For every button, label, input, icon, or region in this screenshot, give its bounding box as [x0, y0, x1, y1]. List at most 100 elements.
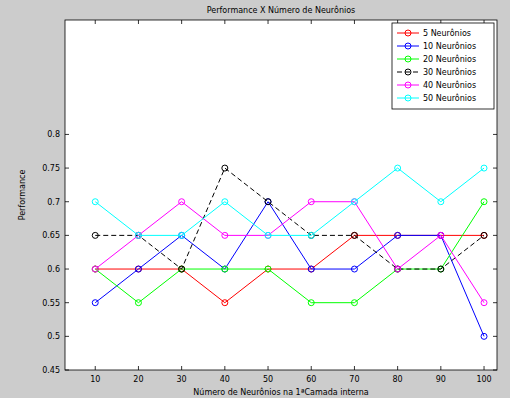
point-marker: [222, 165, 228, 171]
y-tick: [493, 235, 497, 236]
x-tick: [268, 20, 269, 24]
point-marker: [351, 266, 357, 272]
x-tick: [354, 20, 355, 24]
legend-line: [397, 46, 419, 47]
legend-marker: [405, 43, 411, 49]
point-marker: [265, 199, 271, 205]
x-axis-label: Número de Neurônios na 1ªCamada interna: [193, 387, 368, 397]
y-tick: [65, 269, 69, 270]
point-marker: [308, 232, 314, 238]
legend-label: 40 Neurônios: [423, 80, 476, 90]
x-tick: [311, 20, 312, 24]
legend-line: [397, 85, 419, 86]
x-tick: [224, 20, 225, 24]
y-tick: [493, 201, 497, 202]
point-marker: [222, 199, 228, 205]
chart: Performance X Número de Neurônios Número …: [0, 0, 510, 398]
point-marker: [351, 300, 357, 306]
plot-area: [65, 20, 497, 370]
data: [92, 165, 487, 339]
point-marker: [438, 266, 444, 272]
legend-line: [397, 72, 419, 73]
point-marker: [308, 199, 314, 205]
legend-label: 20 Neurônios: [423, 54, 476, 64]
point-marker: [222, 232, 228, 238]
figure-background: [0, 0, 510, 398]
legend-label: 30 Neurônios: [423, 67, 476, 77]
plot-frame: [65, 20, 497, 370]
point-marker: [438, 232, 444, 238]
x-tick: [268, 366, 269, 370]
point-marker: [92, 300, 98, 306]
point-marker: [179, 199, 185, 205]
x-tick-label: 40: [220, 375, 230, 384]
series-line: [95, 202, 484, 303]
point-marker: [92, 199, 98, 205]
legend-line: [397, 33, 419, 34]
point-marker: [222, 266, 228, 272]
y-tick-label: 0.8: [47, 130, 60, 139]
y-tick: [493, 269, 497, 270]
point-marker: [481, 232, 487, 238]
x-tick-label: 50: [263, 375, 273, 384]
y-tick-label: 0.45: [42, 366, 60, 375]
x-tick-label: 100: [476, 375, 491, 384]
point-marker: [351, 199, 357, 205]
x-tick: [181, 20, 182, 24]
point-marker: [179, 232, 185, 238]
x-tick-label: 30: [177, 375, 187, 384]
x-tick-label: 70: [349, 375, 359, 384]
y-tick: [65, 134, 69, 135]
legend-marker: [405, 30, 411, 36]
legend-line: [397, 98, 419, 99]
point-marker: [308, 300, 314, 306]
point-marker: [135, 266, 141, 272]
point-marker: [135, 300, 141, 306]
point-marker: [135, 232, 141, 238]
point-marker: [481, 199, 487, 205]
point-marker: [395, 232, 401, 238]
x-tick: [138, 20, 139, 24]
legend-box: [392, 23, 494, 109]
y-tick: [493, 336, 497, 337]
point-marker: [265, 266, 271, 272]
y-tick-label: 0.55: [42, 299, 60, 308]
x-tick: [95, 366, 96, 370]
legend-label: 50 Neurônios: [423, 93, 476, 103]
legend-marker: [405, 82, 411, 88]
y-tick: [493, 302, 497, 303]
y-tick-label: 0.7: [47, 198, 60, 207]
y-tick: [65, 168, 69, 169]
x-tick-label: 90: [436, 375, 446, 384]
y-tick: [493, 134, 497, 135]
y-tick: [65, 336, 69, 337]
y-tick-label: 0.6: [47, 265, 60, 274]
y-tick: [65, 235, 69, 236]
y-tick: [65, 201, 69, 202]
series-line: [95, 202, 484, 303]
x-tick: [138, 366, 139, 370]
legend-marker: [405, 69, 411, 75]
point-marker: [438, 199, 444, 205]
title: Performance X Número de Neurônios: [207, 5, 355, 15]
x-tick: [181, 366, 182, 370]
x-tick-label: 10: [90, 375, 100, 384]
point-marker: [395, 165, 401, 171]
x-tick-label: 20: [133, 375, 143, 384]
x-tick: [311, 366, 312, 370]
x-tick-label: 60: [306, 375, 316, 384]
y-tick-label: 0.75: [42, 164, 60, 173]
x-tick-label: 80: [393, 375, 403, 384]
point-marker: [481, 165, 487, 171]
point-marker: [265, 232, 271, 238]
x-tick: [224, 366, 225, 370]
legend: 5 Neurônios10 Neurônios20 Neurônios30 Ne…: [392, 23, 494, 109]
point-marker: [481, 300, 487, 306]
x-tick: [440, 366, 441, 370]
point-marker: [351, 232, 357, 238]
point-marker: [92, 232, 98, 238]
point-marker: [179, 266, 185, 272]
legend-label: 5 Neurônios: [423, 28, 471, 38]
ticks: 1020304050607080901000.450.50.550.60.650…: [42, 20, 497, 384]
y-tick: [493, 168, 497, 169]
